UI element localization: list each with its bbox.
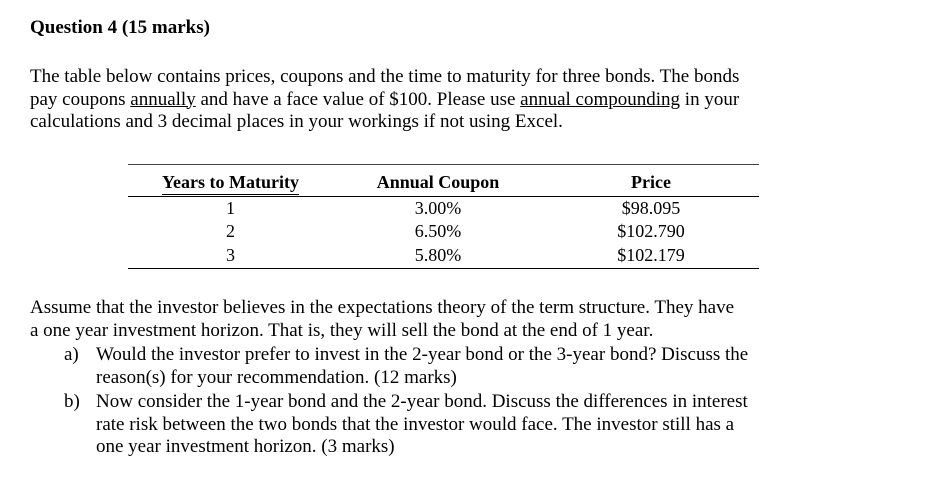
part-b-line-3: one year investment horizon. (3 marks) (96, 436, 395, 457)
part-b-line-1: Now consider the 1-year bond and the 2-y… (96, 391, 748, 412)
table-row: 3 5.80% $102.179 (128, 243, 759, 269)
cell-price: $102.790 (617, 221, 685, 241)
assumption-line-2: a one year investment horizon. That is, … (30, 319, 654, 341)
table-top-rule (128, 164, 759, 169)
table-header-row: Years to Maturity Annual Coupon Price (128, 169, 759, 197)
part-a-line-1: Would the investor prefer to invest in t… (96, 344, 749, 365)
part-a: a) Would the investor prefer to invest i… (64, 344, 904, 389)
annually-underlined: annually (130, 88, 196, 110)
cell-coupon: 5.80% (333, 243, 543, 269)
part-b-line-2: rate risk between the two bonds that the… (96, 413, 735, 435)
assumption-paragraph: Assume that the investor believes in the… (30, 297, 910, 342)
intro-line-2-part-b: and have a face value of $100. Please us… (195, 88, 521, 110)
part-a-label: a) (64, 344, 79, 365)
annual-compounding-underlined: annual compounding (520, 88, 681, 110)
intro-line-2: pay coupons annually and have a face val… (30, 89, 910, 112)
intro-paragraph: The table below contains prices, coupons… (30, 66, 910, 134)
cell-coupon: 6.50% (414, 221, 462, 241)
bond-table: Years to Maturity Annual Coupon Price 1 … (128, 164, 759, 269)
part-b: b) Now consider the 1-year bond and the … (64, 391, 904, 459)
cell-years: 3 (128, 243, 333, 269)
header-annual-coupon: Annual Coupon (376, 172, 500, 192)
part-b-label: b) (64, 391, 80, 412)
cell-price: $102.179 (543, 243, 759, 269)
cell-price: $98.095 (543, 196, 759, 220)
table-row: 1 3.00% $98.095 (128, 196, 759, 220)
question-heading: Question 4 (15 marks) (30, 17, 210, 38)
intro-line-2-part-c: in your (680, 88, 740, 110)
cell-years: 2 (226, 221, 235, 241)
intro-line-2-part-a: pay coupons (30, 88, 131, 110)
intro-line-3: calculations and 3 decimal places in you… (30, 111, 563, 132)
cell-years: 1 (128, 196, 333, 220)
header-price: Price (631, 172, 671, 192)
part-a-line-2: reason(s) for your recommendation. (12 m… (96, 366, 457, 388)
table-row: 2 6.50% $102.790 (128, 220, 759, 243)
question-parts-list: a) Would the investor prefer to invest i… (64, 344, 904, 461)
header-years-to-maturity: Years to Maturity (128, 169, 333, 197)
cell-coupon: 3.00% (333, 196, 543, 220)
assumption-line-1: Assume that the investor believes in the… (30, 297, 735, 318)
intro-line-1: The table below contains prices, coupons… (30, 66, 740, 87)
